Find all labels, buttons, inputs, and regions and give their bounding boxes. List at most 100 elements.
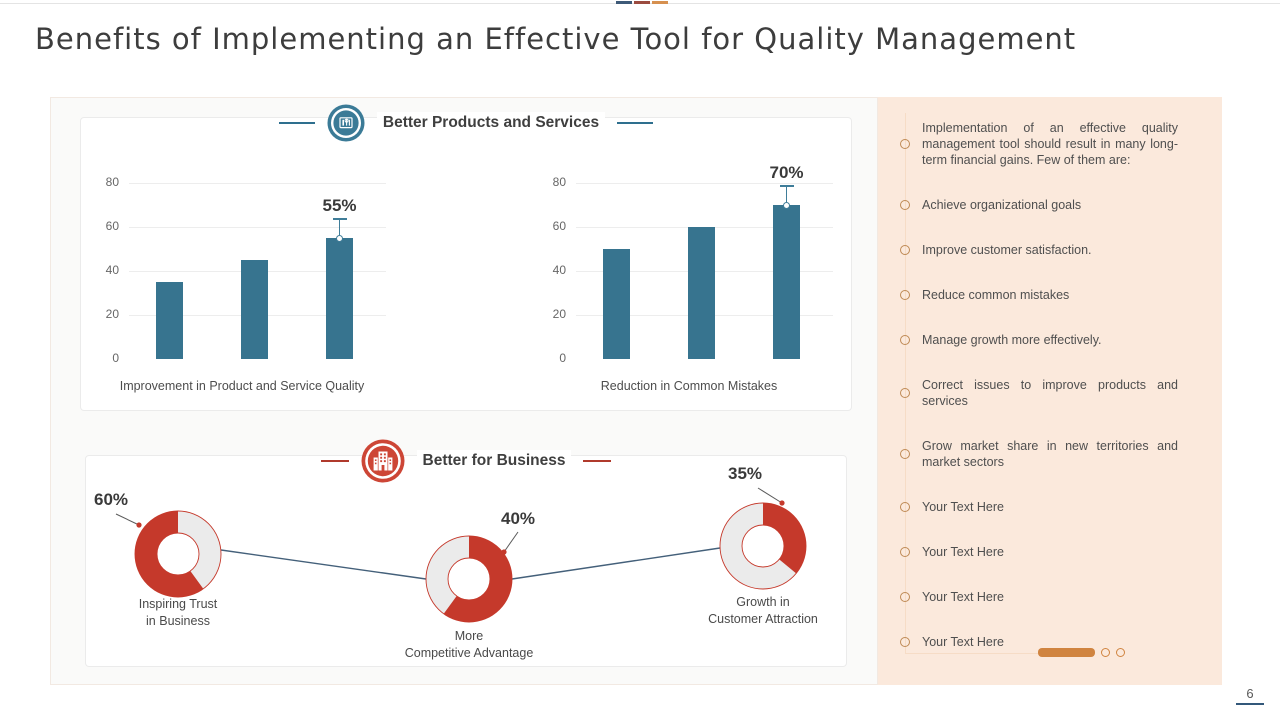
top-accent-dashes [616, 1, 668, 4]
header-dash-right [617, 122, 654, 124]
bar [773, 205, 800, 359]
list-item: Implementation of an effective quality m… [878, 120, 1222, 168]
sidebar-horizontal-line [905, 653, 1095, 654]
y-tick-label: 60 [105, 219, 119, 233]
callout-label: 55% [322, 196, 357, 215]
list-item: Grow market share in new territories and… [878, 438, 1222, 470]
sidebar: Implementation of an effective quality m… [878, 97, 1222, 685]
bullet-icon [900, 290, 910, 300]
callout-dot [336, 234, 343, 242]
bullet-icon [900, 637, 910, 647]
bullet-icon [900, 502, 910, 512]
bullet-icon [900, 388, 910, 398]
donut-chart-trust [134, 510, 222, 598]
page-number: 6 [1236, 686, 1264, 705]
y-tick-label: 60 [552, 219, 566, 233]
bar [687, 227, 715, 359]
bullet-icon [900, 335, 910, 345]
donut-title: More Competitive Advantage [404, 629, 534, 660]
callout-line [786, 186, 787, 202]
list-item-text: Your Text Here [922, 590, 1004, 604]
bar-chart-reduction: 0 20 40 60 80 70% Reduction in Common Mistakes [528, 118, 873, 410]
y-tick-label: 20 [552, 307, 566, 321]
list-item-text: Improve customer satisfaction. [922, 243, 1092, 257]
progress-bar [1038, 648, 1095, 657]
list-item: Your Text Here [878, 634, 1222, 650]
bullet-list: Implementation of an effective quality m… [878, 120, 1222, 650]
bullet-icon [900, 245, 910, 255]
sidebar-vertical-line [905, 113, 906, 653]
bar [155, 282, 183, 359]
accent-dash [634, 1, 650, 4]
y-tick-label: 20 [105, 307, 119, 321]
callout-cap [332, 218, 347, 220]
list-item: Manage growth more effectively. [878, 332, 1222, 348]
donut-percent-label: 40% [501, 509, 536, 528]
section-header-products: Better Products and Services [81, 104, 851, 142]
donut-chart-growth [719, 502, 807, 590]
x-axis-label: Reduction in Common Mistakes [600, 379, 778, 393]
y-tick-label: 0 [559, 351, 566, 365]
tools-icon [327, 104, 365, 142]
list-item: Your Text Here [878, 499, 1222, 515]
y-tick-label: 80 [105, 175, 119, 189]
y-tick-label: 0 [112, 351, 119, 365]
accent-dash [616, 1, 632, 4]
bullet-icon [900, 592, 910, 602]
bullet-icon [900, 200, 910, 210]
list-item-text: Achieve organizational goals [922, 198, 1082, 212]
bar-charts-card: Better Products and Services 0 20 40 60 80 55… [80, 104, 852, 411]
list-item-text: Your Text Here [922, 635, 1004, 649]
donut-charts-card: Better for Business 60% 40% 35% Inspirin… [85, 439, 847, 667]
section-header-business: Better for Business [86, 439, 846, 483]
bullet-icon [900, 547, 910, 557]
list-item: Achieve organizational goals [878, 197, 1222, 213]
bullet-icon [900, 139, 910, 149]
y-tick-label: 40 [105, 263, 119, 277]
callout-line [339, 219, 340, 235]
gridline [129, 227, 386, 228]
building-icon [361, 439, 405, 483]
section-title-products: Better Products and Services [376, 112, 606, 134]
bar [240, 260, 268, 359]
list-item-text: Correct issues to improve products and s… [922, 378, 1178, 408]
accent-dash [652, 1, 668, 4]
leader-dot [136, 522, 142, 528]
donut-title: Inspiring Trust in Business [138, 597, 218, 628]
gridline [129, 183, 386, 184]
y-tick-label: 40 [552, 263, 566, 277]
donut-percent-label: 60% [94, 490, 129, 509]
y-tick-label: 80 [552, 175, 566, 189]
bar-chart-improvement: 0 20 40 60 80 55% Improvement in Product and S… [81, 118, 426, 410]
list-item-text: Manage growth more effectively. [922, 333, 1102, 347]
list-item-text: Reduce common mistakes [922, 288, 1070, 302]
bullet-icon [900, 449, 910, 459]
list-item-text: Your Text Here [922, 545, 1004, 559]
list-item-text: Your Text Here [922, 500, 1004, 514]
gridline [576, 183, 833, 184]
header-dash-left [278, 122, 315, 124]
section-title-business: Better for Business [416, 450, 572, 472]
list-item: Your Text Here [878, 544, 1222, 560]
list-item: Reduce common mistakes [878, 287, 1222, 303]
callout-dot [783, 201, 790, 209]
list-item: Correct issues to improve products and s… [878, 377, 1222, 409]
x-axis-label: Improvement in Product and Service Quali… [119, 379, 365, 393]
bar [326, 238, 353, 359]
bar [602, 249, 630, 359]
list-item: Your Text Here [878, 589, 1222, 605]
header-dash-left [320, 459, 349, 463]
callout-label: 70% [769, 163, 804, 182]
callout-cap [779, 185, 794, 187]
connector-lines [115, 487, 785, 580]
slide-title: Benefits of Implementing an Effective To… [35, 22, 1077, 56]
progress-dot [1116, 648, 1125, 657]
list-item-text: Grow market share in new territories and… [922, 439, 1178, 469]
donut-chart-advantage [425, 535, 513, 623]
leader-dot [779, 500, 785, 506]
list-item: Improve customer satisfaction. [878, 242, 1222, 258]
progress-dot [1101, 648, 1110, 657]
list-item-text: Implementation of an effective quality m… [922, 121, 1178, 167]
donut-percent-label: 35% [728, 464, 763, 483]
